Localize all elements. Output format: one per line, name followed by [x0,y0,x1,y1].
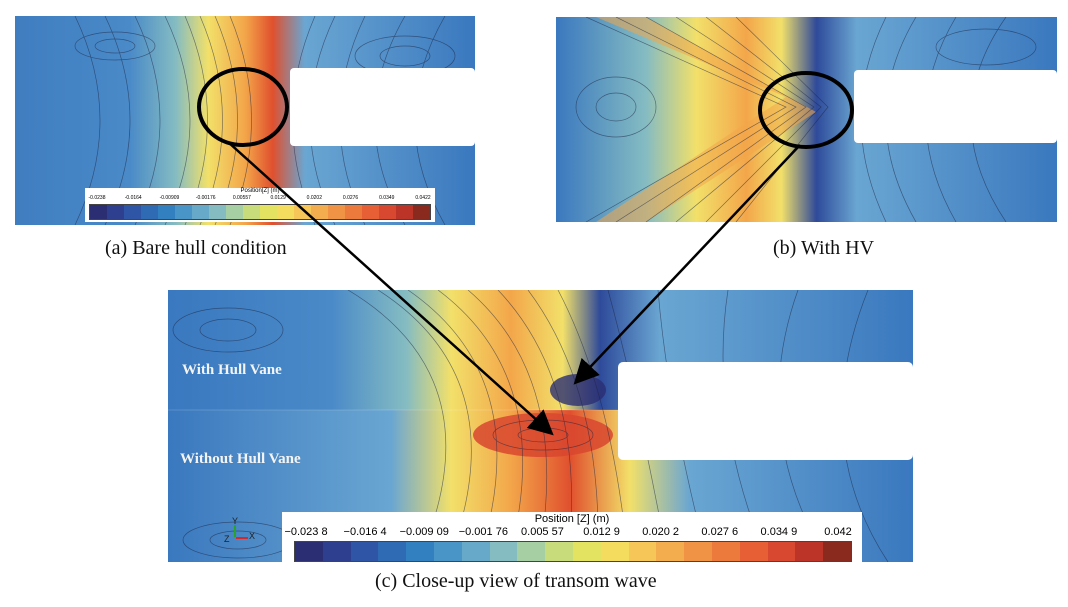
panel-c-colorbar-legend: Position [Z] (m) −0.023 8 −0.016 4 −0.009 … [282,512,862,562]
legend-tick-label: 0.027 6 [701,526,739,538]
axis-x-label: X [249,531,256,541]
colorbar-swatch [192,205,209,219]
panel-b-with-hv [556,17,1057,222]
legend-tick-label: 0.0129 [270,195,286,201]
panel-a-colorbar-legend: Position[Z] (m) -0.0238 -0.0164 -0.00909 -0… [85,188,435,222]
legend-tick-label: 0.0422 [415,195,431,201]
axis-x-arrow [236,537,248,539]
panel-a-legend-ticks: -0.0238 -0.0164 -0.00909 -0.00176 0.00557 0.0… [85,195,435,203]
colorbar-swatch [396,205,413,219]
colorbar-swatch [226,205,243,219]
panel-a-legend-title: Position[Z] (m) [240,188,280,194]
colorbar-swatch [209,205,226,219]
legend-tick-label: 0.012 9 [583,526,620,538]
legend-tick-label: 0.042 [824,526,852,538]
colorbar-swatch [600,542,629,561]
colorbar-swatch [767,542,796,561]
legend-tick-label: 0.005 57 [521,526,564,538]
colorbar-swatch [684,542,712,561]
legend-tick-label: -0.0238 [88,195,106,201]
legend-tick-label: 0.0202 [306,195,322,201]
legend-tick-label: 0.0349 [379,195,395,201]
colorbar-swatch [378,542,407,561]
colorbar-swatch [739,542,768,561]
colorbar-swatch [379,205,396,219]
colorbar-swatch [175,205,192,219]
panel-a-colorbar [89,204,431,220]
colorbar-swatch [628,542,657,561]
panel-b-contour-plot [556,17,1057,222]
panel-c-closeup: With Hull Vane Without Hull Vane Y Z X P… [168,290,913,562]
colorbar-swatch [107,205,124,219]
colorbar-swatch [489,542,518,561]
legend-tick-label: −0.001 76 [458,526,508,538]
axis-y-arrow [234,525,236,537]
legend-tick-label: −0.023 8 [284,526,328,538]
legend-tick-label: -0.00909 [159,195,180,201]
colorbar-swatch [260,205,277,219]
legend-tick-label: −0.009 09 [399,526,449,538]
label-with-hull-vane: With Hull Vane [182,362,282,378]
highlight-circle-b [758,71,854,149]
colorbar-swatch [656,542,685,561]
legend-tick-label: −0.016 4 [343,526,387,538]
legend-tick-label: 0.034 9 [760,526,798,538]
colorbar-swatch [711,542,740,561]
colorbar-swatch [243,205,260,219]
colorbar-swatch [406,542,434,561]
colorbar-swatch [158,205,175,219]
colorbar-swatch [328,205,345,219]
colorbar-swatch [90,205,107,219]
axis-z-label: Z [224,534,230,544]
colorbar-swatch [795,542,824,561]
legend-tick-label: -0.00176 [195,195,216,201]
hull-cutout-b [854,70,1057,143]
colorbar-swatch [311,205,328,219]
panel-c-colorbar [294,541,852,562]
colorbar-swatch [433,542,462,561]
colorbar-swatch [277,205,294,219]
colorbar-swatch [295,542,323,561]
axis-y-label: Y [232,516,239,526]
colorbar-swatch [345,205,362,219]
legend-tick-label: 0.020 2 [642,526,680,538]
caption-a: (a) Bare hull condition [105,237,287,259]
caption-b: (b) With HV [773,237,875,259]
label-without-hull-vane: Without Hull Vane [180,451,301,467]
panel-c-legend-ticks: −0.023 8 −0.016 4 −0.009 09 −0.001 76 0.005 … [282,526,862,540]
colorbar-swatch [322,542,351,561]
legend-tick-label: 0.00557 [232,195,251,201]
panel-c-legend-title: Position [Z] (m) [534,513,610,525]
colorbar-swatch [141,205,158,219]
legend-tick-label: 0.0276 [342,195,359,201]
colorbar-swatch [294,205,311,219]
legend-tick-label: -0.0164 [124,195,142,201]
colorbar-swatch [572,542,601,561]
colorbar-swatch [124,205,141,219]
panel-a-bare-hull: Position[Z] (m) -0.0238 -0.0164 -0.00909 -0… [15,16,475,225]
colorbar-swatch [545,542,573,561]
colorbar-swatch [823,542,851,561]
axis-triad: Y Z X [224,516,264,548]
colorbar-swatch [350,542,379,561]
colorbar-swatch [461,542,490,561]
hull-cutout-c [618,362,913,460]
colorbar-swatch [413,205,430,219]
colorbar-swatch [362,205,379,219]
caption-c: (c) Close-up view of transom wave [375,570,657,592]
hull-cutout [290,68,475,146]
colorbar-swatch [517,542,546,561]
